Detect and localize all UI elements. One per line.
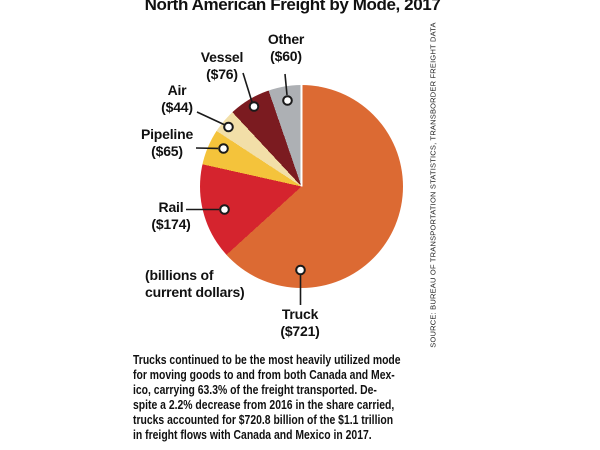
units-note-line1: (billions of: [145, 267, 214, 283]
units-note-line2: current dollars): [145, 284, 245, 300]
callout-air-label: Air: [167, 82, 187, 98]
callout-rail: Rail ($174): [131, 199, 211, 233]
callout-truck-amount: ($721): [280, 323, 320, 339]
caption: Trucks continued to be the most heavily …: [133, 352, 453, 442]
caption-line: spite a 2.2% decrease from 2016 in the s…: [133, 396, 395, 412]
callout-truck-label: Truck: [281, 306, 319, 322]
callout-other: Other ($60): [246, 31, 326, 65]
callout-air: Air ($44): [137, 82, 217, 116]
pie-chart: [200, 85, 403, 288]
callout-vessel-amount: ($76): [206, 66, 238, 82]
callout-truck: Truck ($721): [260, 306, 340, 340]
callout-vessel-label: Vessel: [200, 49, 244, 65]
caption-line: for moving goods to and from both Canada…: [133, 366, 395, 382]
callout-rail-amount: ($174): [151, 216, 191, 232]
page-title: North American Freight by Mode, 2017: [144, 0, 441, 14]
source-note: SOURCE: BUREAU OF TRANSPORTATION STATIST…: [428, 22, 438, 348]
callout-other-amount: ($60): [270, 48, 302, 64]
callout-other-label: Other: [267, 31, 305, 47]
callout-air-amount: ($44): [161, 99, 193, 115]
callout-pipeline: Pipeline ($65): [127, 126, 207, 160]
caption-line: trucks accounted for $720.8 billion of t…: [133, 411, 394, 427]
caption-line: ico, carrying 63.3% of the freight trans…: [133, 381, 377, 397]
caption-line: in freight flows with Canada and Mexico …: [133, 426, 372, 442]
callout-pipeline-amount: ($65): [151, 143, 183, 159]
callout-pipeline-label: Pipeline: [140, 126, 194, 142]
units-note: (billions of current dollars): [145, 267, 275, 301]
callout-vessel: Vessel ($76): [182, 49, 262, 83]
caption-line: Trucks continued to be the most heavily …: [133, 352, 401, 367]
callout-rail-label: Rail: [158, 199, 184, 215]
